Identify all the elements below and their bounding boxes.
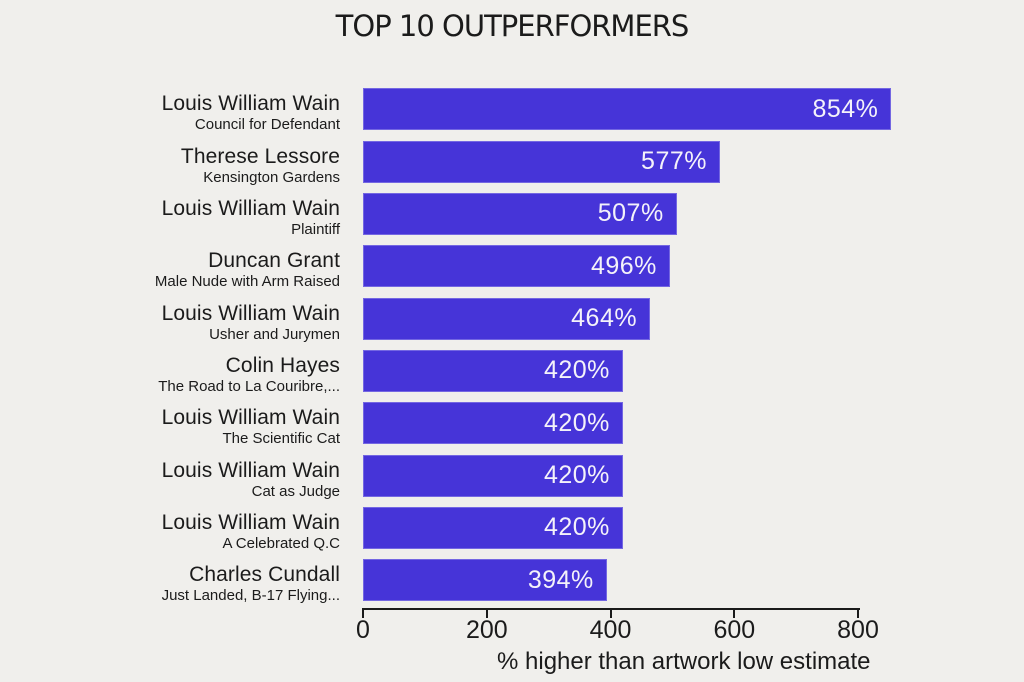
x-axis-line	[363, 608, 860, 610]
bar-value-label: 854%	[812, 94, 879, 123]
x-axis-tick-label: 600	[713, 616, 756, 644]
bar-track: 854%	[363, 88, 1024, 131]
artist-name: Louis William Wain	[161, 301, 340, 325]
x-axis-tick	[362, 608, 364, 618]
bar-value-label: 420%	[543, 513, 610, 542]
bar-value-label: 577%	[641, 147, 707, 176]
artwork-title: Council for Defendant	[194, 116, 340, 134]
bar-value-label: 420%	[543, 356, 610, 385]
artist-name: Colin Hayes	[225, 353, 340, 377]
bar-track: 420%	[363, 506, 1024, 549]
bar-track: 496%	[363, 245, 1024, 288]
bar: 577%	[363, 140, 720, 183]
bar-value-label: 394%	[527, 565, 594, 594]
bar-value-label: 464%	[571, 304, 638, 333]
artwork-title: A Celebrated Q.C	[222, 534, 340, 552]
bar-row: Louis William Wain A Celebrated Q.C 420%	[0, 502, 1024, 554]
x-axis-tick-label: 200	[465, 616, 508, 644]
category-label: Duncan Grant Male Nude with Arm Raised	[0, 241, 363, 291]
x-axis-tick	[609, 608, 612, 618]
x-axis-tick-label: 0	[356, 616, 370, 644]
bar-track: 394%	[363, 559, 1024, 602]
artist-name: Louis William Wain	[161, 510, 340, 534]
artist-name: Therese Lessore	[180, 144, 340, 168]
bars-area: Louis William Wain Council for Defendant 8…	[0, 83, 1024, 606]
chart-title: TOP 10 OUTPERFORMERS	[335, 9, 690, 43]
bar-track: 464%	[363, 297, 1024, 340]
artist-name: Louis William Wain	[161, 196, 340, 220]
artist-name: Louis William Wain	[161, 406, 340, 430]
artwork-title: Usher and Jurymen	[209, 325, 340, 343]
bar: 394%	[363, 559, 607, 602]
category-label: Louis William Wain A Celebrated Q.C	[0, 503, 363, 553]
bar: 420%	[363, 402, 623, 445]
x-axis-tick	[733, 608, 736, 618]
bar-value-label: 420%	[543, 461, 610, 490]
bar-row: Colin Hayes The Road to La Couribre,... 42…	[0, 345, 1024, 397]
bar: 420%	[363, 349, 623, 392]
bar-value-label: 507%	[597, 199, 664, 228]
bar: 854%	[363, 88, 892, 131]
category-label: Louis William Wain Cat as Judge	[0, 451, 363, 501]
bar-track: 507%	[363, 192, 1024, 235]
category-label: Louis William Wain Plaintiff	[0, 189, 363, 239]
artwork-title: Male Nude with Arm Raised	[154, 273, 340, 291]
bar-track: 420%	[363, 454, 1024, 497]
artist-name: Duncan Grant	[208, 249, 340, 273]
category-label: Louis William Wain Usher and Jurymen	[0, 294, 363, 344]
x-axis-tick-label: 800	[837, 616, 879, 644]
artist-name: Louis William Wain	[161, 458, 340, 482]
bar-value-label: 420%	[543, 408, 610, 437]
artwork-title: The Scientific Cat	[222, 430, 340, 448]
bar: 420%	[363, 506, 623, 549]
category-label: Charles Cundall Just Landed, B-17 Flying.…	[0, 555, 363, 605]
category-label: Therese Lessore Kensington Gardens	[0, 137, 363, 187]
bar-row: Louis William Wain Plaintiff 507%	[0, 188, 1024, 240]
bar-row: Louis William Wain Council for Defendant 8…	[0, 83, 1024, 135]
artist-name: Charles Cundall	[189, 563, 340, 587]
x-axis-tick	[857, 608, 859, 618]
bar-row: Duncan Grant Male Nude with Arm Raised 496…	[0, 240, 1024, 292]
category-label: Louis William Wain Council for Defendant	[0, 84, 363, 134]
bar-row: Charles Cundall Just Landed, B-17 Flying.…	[0, 554, 1024, 606]
bar-row: Louis William Wain Usher and Jurymen 464%	[0, 292, 1024, 344]
bar: 464%	[363, 297, 651, 340]
bar-track: 420%	[363, 402, 1024, 445]
bar-track: 420%	[363, 349, 1024, 392]
artwork-title: The Road to La Couribre,...	[158, 377, 340, 395]
bar-row: Therese Lessore Kensington Gardens 577%	[0, 135, 1024, 187]
artist-name: Louis William Wain	[161, 92, 340, 116]
artwork-title: Kensington Gardens	[203, 168, 340, 186]
bar-value-label: 496%	[590, 251, 657, 280]
x-axis-tick	[485, 608, 488, 618]
artwork-title: Plaintiff	[291, 220, 340, 238]
bar-row: Louis William Wain Cat as Judge 420%	[0, 449, 1024, 501]
bar: 420%	[363, 454, 623, 497]
x-axis-tick-label: 400	[589, 616, 632, 644]
bar: 496%	[363, 245, 670, 288]
category-label: Louis William Wain The Scientific Cat	[0, 398, 363, 448]
artwork-title: Cat as Judge	[251, 482, 340, 500]
bar: 507%	[363, 192, 677, 235]
bar-track: 577%	[363, 140, 1024, 183]
x-axis-label: % higher than artwork low estimate	[497, 648, 871, 675]
category-label: Colin Hayes The Road to La Couribre,...	[0, 346, 363, 396]
artwork-title: Just Landed, B-17 Flying...	[161, 587, 340, 605]
bar-row: Louis William Wain The Scientific Cat 420%	[0, 397, 1024, 449]
